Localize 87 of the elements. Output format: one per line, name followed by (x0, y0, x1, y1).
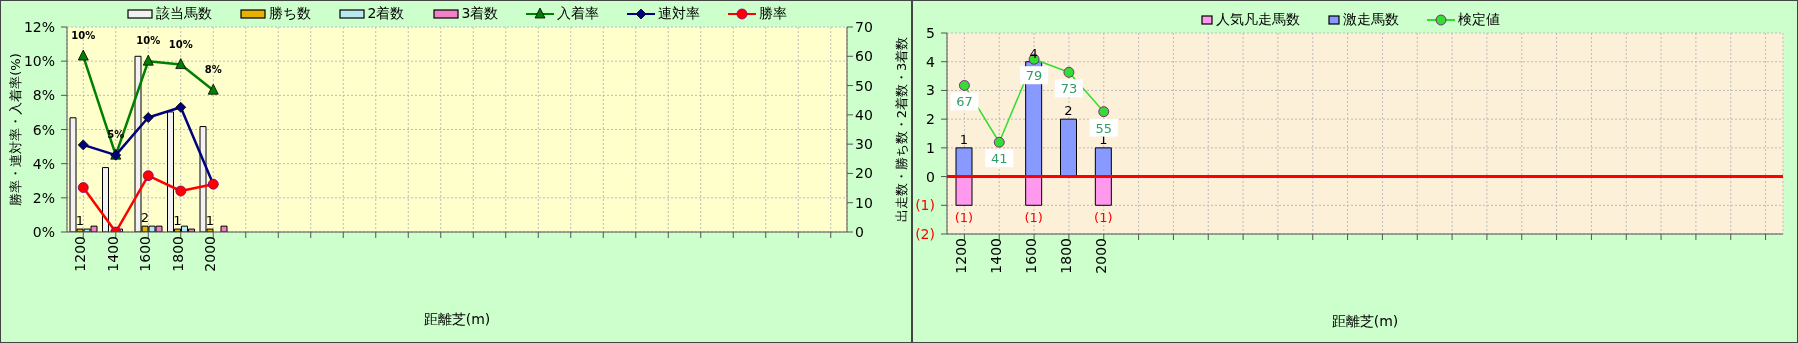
y2-tick-label: 70 (855, 18, 873, 35)
bar (1094, 147, 1112, 178)
data-label: 1 (173, 213, 182, 229)
x-tick-label: 2000 (1092, 238, 1109, 274)
bar (220, 225, 228, 232)
point (175, 58, 187, 69)
legend-label: 激走馬数 (1342, 11, 1399, 29)
y-tick-label: 12% (23, 19, 55, 35)
point (142, 170, 154, 182)
point (142, 54, 154, 66)
y-tick-label: (1) (915, 197, 935, 214)
y2-tick-label: 40 (855, 106, 873, 123)
data-label: 2 (140, 210, 150, 226)
x-tick-label: 1400 (104, 236, 121, 272)
data-label: 79 (1025, 68, 1043, 84)
point (993, 136, 1005, 148)
y-tick-label: 0% (32, 224, 55, 240)
data-label: 2 (1064, 103, 1073, 119)
legend-label: 勝率 (759, 5, 788, 23)
y-tick-label: 10% (23, 53, 55, 70)
point (77, 49, 89, 61)
y-tick-label: 8% (32, 87, 55, 104)
y-tick-label: 5 (926, 25, 935, 41)
legend-label: 検定値 (1457, 11, 1500, 29)
y-tick-label: 2 (926, 111, 935, 128)
y-tick-label: 1 (926, 139, 935, 156)
legend-label: 勝ち数 (268, 5, 311, 23)
legend-label: 連対率 (658, 5, 701, 23)
legend-label: 2着数 (367, 5, 405, 23)
y-tick-label: 0 (926, 168, 935, 185)
bar (1060, 118, 1077, 178)
y2-tick-label: 50 (855, 77, 873, 94)
data-label: 8% (204, 64, 222, 76)
data-label: 1 (205, 213, 215, 229)
data-label: 10% (136, 35, 161, 47)
y2-tick-label: 60 (855, 48, 873, 65)
legend-label: 人気凡走馬数 (1215, 11, 1300, 29)
data-label: 67 (956, 94, 973, 110)
x-tick-label: 1600 (1023, 238, 1040, 274)
y2-axis-title: 出走数・勝ち数・2着数・3着数 (893, 36, 909, 223)
y-tick-label: 2% (32, 189, 55, 206)
legend-label: 入着率 (557, 5, 600, 23)
data-label: (1) (1094, 210, 1113, 226)
data-label: 41 (990, 151, 1008, 167)
bar (1094, 176, 1112, 206)
x-tick-label: 1800 (1057, 238, 1074, 274)
point (207, 83, 219, 95)
point (175, 185, 187, 197)
legend-label: 3着数 (461, 5, 499, 23)
bar (955, 176, 973, 206)
data-label: 55 (1095, 120, 1113, 136)
y2-tick-label: 10 (855, 194, 873, 211)
point (77, 139, 89, 151)
y-tick-label: 4 (926, 53, 936, 70)
legend-label: 該当馬数 (155, 5, 212, 23)
y-tick-label: 6% (32, 121, 55, 138)
y-axis-title: 勝率・連対率・入着率(%) (7, 53, 23, 206)
point (1063, 66, 1075, 78)
bar (955, 147, 973, 178)
x-tick-label: 1400 (988, 238, 1005, 274)
data-label: 1 (959, 131, 969, 147)
x-tick-label: 1600 (137, 236, 154, 272)
point (1098, 106, 1110, 118)
y2-tick-label: 20 (855, 165, 873, 182)
y-tick-label: 3 (926, 82, 935, 99)
data-label: 73 (1060, 81, 1078, 97)
bar (102, 167, 109, 232)
data-label: 10% (168, 38, 193, 50)
x-axis-title: 距離芝(m) (1331, 313, 1399, 329)
x-tick-label: 1200 (72, 236, 89, 272)
y2-tick-label: 0 (855, 223, 864, 240)
x-tick-label: 1200 (953, 238, 970, 274)
data-label: (1) (1024, 210, 1043, 226)
data-label: 1 (75, 213, 85, 229)
bar (1025, 176, 1043, 206)
point (959, 80, 970, 91)
x-tick-label: 1800 (169, 236, 186, 272)
y-tick-label: (2) (915, 226, 935, 242)
y2-tick-label: 30 (855, 136, 873, 153)
point (142, 112, 154, 123)
data-label: 10% (71, 30, 96, 42)
x-tick-label: 2000 (202, 236, 219, 272)
point (175, 101, 187, 113)
x-axis-title: 距離芝(m) (423, 311, 491, 327)
y-tick-label: 4% (32, 155, 55, 172)
point (77, 182, 89, 193)
data-label: (1) (954, 210, 974, 226)
